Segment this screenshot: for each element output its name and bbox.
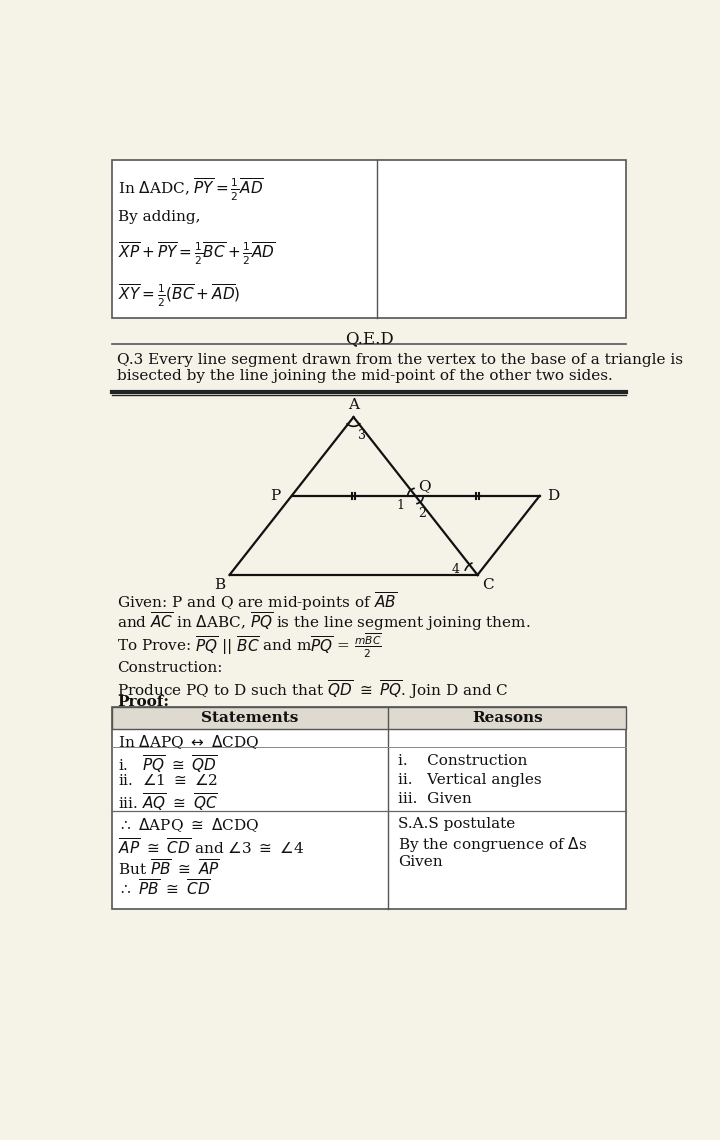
Text: Given: Given bbox=[397, 855, 442, 869]
Text: A: A bbox=[348, 399, 359, 413]
Text: $\overline{XY} = \frac{1}{2}\left(\overline{BC} + \overline{AD}\right)$: $\overline{XY} = \frac{1}{2}\left(\overl… bbox=[118, 283, 240, 309]
Bar bbox=[112, 707, 626, 728]
Text: $\therefore$ $\Delta$APQ $\cong$ $\Delta$CDQ: $\therefore$ $\Delta$APQ $\cong$ $\Delta… bbox=[118, 816, 259, 834]
Text: ii.   Vertical angles: ii. Vertical angles bbox=[397, 773, 541, 787]
Text: But $\overline{PB}$ $\cong$ $\overline{AP}$: But $\overline{PB}$ $\cong$ $\overline{A… bbox=[118, 858, 220, 879]
Text: $\therefore$ $\overline{PB}$ $\cong$ $\overline{CD}$: $\therefore$ $\overline{PB}$ $\cong$ $\o… bbox=[118, 879, 211, 899]
Text: Q: Q bbox=[418, 479, 431, 492]
Text: Given: P and Q are mid-points of $\overline{AB}$: Given: P and Q are mid-points of $\overl… bbox=[117, 591, 397, 613]
Text: To Prove: $\overline{PQ}$ || $\overline{BC}$ and m$\overline{PQ}$ = $\frac{m\ove: To Prove: $\overline{PQ}$ || $\overline{… bbox=[117, 632, 382, 660]
Text: D: D bbox=[547, 489, 559, 503]
Text: Produce PQ to D such that $\overline{QD}$ $\cong$ $\overline{PQ}$. Join D and C: Produce PQ to D such that $\overline{QD}… bbox=[117, 678, 509, 701]
Text: Statements: Statements bbox=[202, 711, 299, 725]
Text: Reasons: Reasons bbox=[472, 711, 543, 725]
Text: and $\overline{AC}$ in $\Delta$ABC, $\overline{PQ}$ is the line segment joining : and $\overline{AC}$ in $\Delta$ABC, $\ov… bbox=[117, 610, 531, 633]
Text: B: B bbox=[214, 578, 225, 592]
Text: $\overline{AP}$ $\cong$ $\overline{CD}$ and $\angle$3 $\cong$ $\angle$4: $\overline{AP}$ $\cong$ $\overline{CD}$ … bbox=[118, 838, 304, 857]
Text: iii. $\overline{AQ}$ $\cong$ $\overline{QC}$: iii. $\overline{AQ}$ $\cong$ $\overline{… bbox=[118, 792, 217, 814]
Text: ii.  $\angle$1 $\cong$ $\angle$2: ii. $\angle$1 $\cong$ $\angle$2 bbox=[118, 773, 218, 788]
Text: $\overline{XP} + \overline{PY} = \frac{1}{2}\overline{BC} + \frac{1}{2}\overline: $\overline{XP} + \overline{PY} = \frac{1… bbox=[118, 241, 276, 267]
Text: 3: 3 bbox=[358, 430, 366, 442]
Text: iii.  Given: iii. Given bbox=[397, 792, 472, 806]
Text: P: P bbox=[271, 489, 281, 503]
Text: By the congruence of $\Delta$s: By the congruence of $\Delta$s bbox=[397, 836, 587, 854]
Text: S.A.S postulate: S.A.S postulate bbox=[397, 816, 515, 831]
Text: 1: 1 bbox=[397, 499, 405, 512]
Bar bbox=[112, 707, 626, 909]
Text: Proof:: Proof: bbox=[117, 695, 169, 709]
Text: 2: 2 bbox=[418, 507, 426, 520]
Text: Q.E.D: Q.E.D bbox=[345, 331, 393, 347]
Text: In $\Delta$APQ $\leftrightarrow$ $\Delta$CDQ: In $\Delta$APQ $\leftrightarrow$ $\Delta… bbox=[118, 733, 259, 751]
Text: By adding,: By adding, bbox=[118, 210, 200, 223]
Bar bbox=[112, 160, 626, 318]
Text: i.   $\overline{PQ}$ $\cong$ $\overline{QD}$: i. $\overline{PQ}$ $\cong$ $\overline{QD… bbox=[118, 754, 217, 775]
Text: Construction:: Construction: bbox=[117, 661, 222, 675]
Text: i.    Construction: i. Construction bbox=[397, 754, 527, 767]
Text: Q.3 Every line segment drawn from the vertex to the base of a triangle is
bisect: Q.3 Every line segment drawn from the ve… bbox=[117, 353, 683, 383]
Text: 4: 4 bbox=[452, 563, 460, 576]
Text: C: C bbox=[482, 578, 494, 592]
Text: In $\Delta$ADC, $\overline{PY} = \frac{1}{2}\overline{AD}$: In $\Delta$ADC, $\overline{PY} = \frac{1… bbox=[118, 177, 264, 203]
